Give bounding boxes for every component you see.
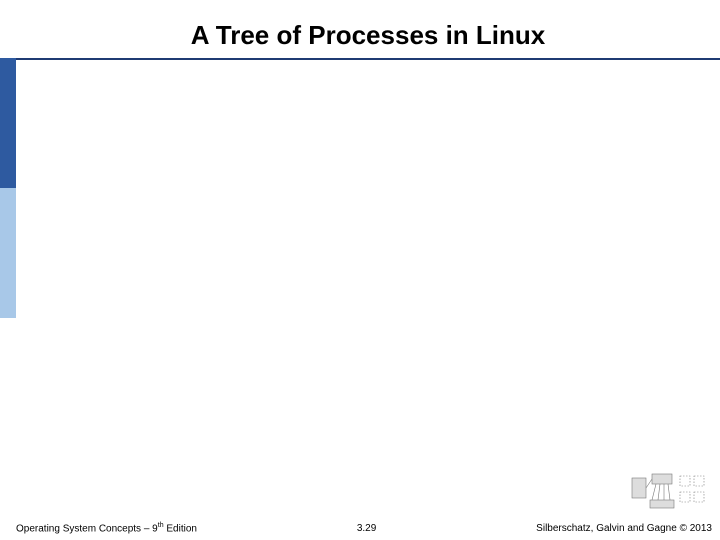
- sidebar-spacer-top: [0, 0, 16, 58]
- slide-footer: Operating System Concepts – 9th Edition …: [16, 522, 712, 534]
- footer-copyright: Silberschatz, Galvin and Gagne © 2013: [536, 523, 712, 534]
- footer-left-suffix: Edition: [164, 523, 197, 534]
- left-accent-sidebar: [0, 0, 16, 540]
- footer-left: Operating System Concepts – 9th Edition: [16, 522, 197, 534]
- sidebar-block-dark: [0, 58, 16, 188]
- title-underline: [16, 58, 720, 60]
- corner-thumbnail-diagram: [630, 472, 710, 520]
- title-area: A Tree of Processes in Linux: [16, 20, 720, 59]
- page-title: A Tree of Processes in Linux: [191, 20, 546, 59]
- footer-page-number: 3.29: [357, 523, 376, 534]
- sidebar-spacer-rest: [0, 318, 16, 540]
- sidebar-block-light: [0, 188, 16, 318]
- footer-left-prefix: Operating System Concepts – 9: [16, 523, 158, 534]
